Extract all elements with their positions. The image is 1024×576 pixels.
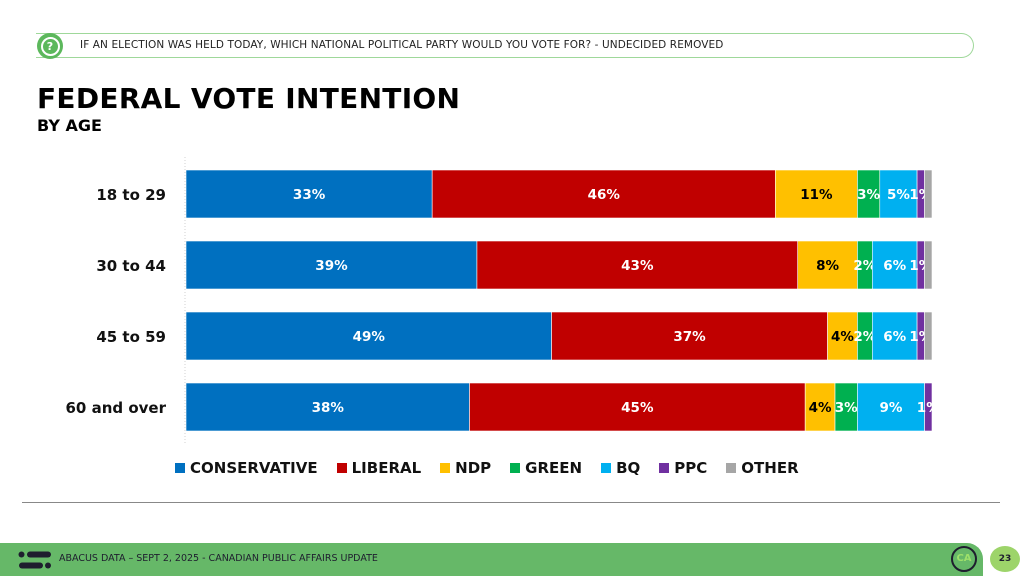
- data-label: 38%: [312, 400, 345, 416]
- bar-segment-liberal: [476, 240, 799, 290]
- bar-segment-ppc: [924, 382, 933, 432]
- category-label: 60 and over: [65, 399, 166, 417]
- legend-swatch: [601, 463, 612, 473]
- legend-swatch: [175, 463, 185, 473]
- bar-segment-other: [924, 311, 933, 361]
- bar-segment-conservative: [185, 311, 552, 361]
- legend-label: PPC: [674, 459, 708, 477]
- data-label: 49%: [353, 329, 386, 345]
- bar-segment-liberal: [469, 382, 806, 432]
- bar-segment-other: [924, 169, 933, 219]
- survey-question: IF AN ELECTION WAS HELD TODAY, WHICH NAT…: [80, 39, 724, 51]
- category-label: 18 to 29: [96, 186, 166, 204]
- bar-segment-ndp: [804, 382, 836, 432]
- bar-row: 45 to 59 49% 37% 4% 2% 6% 1%: [96, 311, 933, 361]
- bar-segment-bq: [879, 169, 918, 219]
- question-banner: [36, 33, 974, 58]
- legend-item-liberal: LIBERAL: [336, 459, 422, 477]
- data-label: 3%: [857, 187, 880, 203]
- legend-item-conservative: CONSERVATIVE: [175, 459, 318, 477]
- footer-source: ABACUS DATA – SEPT 2, 2025 - CANADIAN PU…: [59, 553, 378, 564]
- bar-segment-bq: [857, 382, 925, 432]
- data-label: 37%: [673, 329, 706, 345]
- data-label: 9%: [880, 400, 903, 416]
- bar-segment-liberal: [431, 169, 776, 219]
- legend-swatch: [440, 463, 451, 473]
- legend-swatch: [659, 463, 670, 473]
- data-label: 43%: [621, 258, 654, 274]
- bar-segment-bq: [872, 240, 918, 290]
- question-bubble-icon: ?: [37, 33, 63, 59]
- legend-item-green: GREEN: [510, 459, 582, 477]
- legend-label: NDP: [455, 459, 492, 477]
- legend-label: BQ: [616, 459, 641, 477]
- data-label: 8%: [816, 258, 839, 274]
- bar-segment-ndp: [827, 311, 858, 361]
- legend-label: LIBERAL: [351, 459, 422, 477]
- data-label: 4%: [831, 329, 854, 345]
- data-label: 3%: [835, 400, 858, 416]
- page-subtitle: BY AGE: [37, 116, 102, 135]
- bar-row: 18 to 29 33% 46% 11% 3% 5% 1%: [96, 169, 933, 219]
- abacus-logo-icon: [18, 551, 51, 569]
- bar-segment-conservative: [185, 382, 470, 432]
- category-label: 45 to 59: [96, 328, 166, 346]
- legend-item-ppc: PPC: [659, 459, 707, 477]
- bar-segment-bq: [872, 311, 918, 361]
- bar-row: 60 and over 38% 45% 4% 3% 9% 1%: [65, 382, 940, 432]
- data-label: 6%: [883, 258, 906, 274]
- legend-swatch: [336, 463, 347, 473]
- ca-logo-icon: CA: [951, 546, 977, 572]
- data-label: 33%: [293, 187, 326, 203]
- data-label: 46%: [588, 187, 621, 203]
- data-label: 6%: [883, 329, 906, 345]
- data-label: 11%: [800, 187, 833, 203]
- bar-segment-conservative: [185, 240, 478, 290]
- legend-label: OTHER: [741, 459, 799, 477]
- data-label: 39%: [315, 258, 348, 274]
- legend-item-bq: BQ: [601, 459, 640, 477]
- legend-swatch: [726, 463, 737, 473]
- bar-segment-other: [924, 240, 933, 290]
- footer-divider: [22, 502, 1000, 503]
- stacked-bar-chart: 18 to 29 33% 46% 11% 3% 5% 1% 30 to 44 39% 43% 8% 2…: [65, 157, 940, 444]
- legend-label: GREEN: [525, 459, 583, 477]
- data-label: 2%: [853, 258, 876, 274]
- bar-row: 30 to 44 39% 43% 8% 2% 6% 1%: [96, 240, 933, 290]
- bar-segment-ndp: [797, 240, 858, 290]
- bar-segment-conservative: [185, 169, 433, 219]
- bar-segment-liberal: [551, 311, 828, 361]
- page-title: FEDERAL VOTE INTENTION: [37, 82, 461, 115]
- legend-item-ndp: NDP: [440, 459, 491, 477]
- data-label: 2%: [853, 329, 876, 345]
- footer-bar: [0, 543, 983, 576]
- legend-swatch: [510, 463, 521, 473]
- legend-label: CONSERVATIVE: [190, 459, 318, 477]
- data-label: 5%: [887, 187, 910, 203]
- legend-item-other: OTHER: [726, 459, 799, 477]
- data-label: 4%: [809, 400, 832, 416]
- chart-legend: CONSERVATIVE LIBERAL NDP GREEN BQ PPC OTHER: [175, 459, 818, 477]
- data-label: 45%: [621, 400, 654, 416]
- page-number: 23: [990, 546, 1020, 572]
- category-label: 30 to 44: [96, 257, 166, 275]
- bar-segment-ndp: [775, 169, 858, 219]
- data-label: 1%: [917, 400, 940, 416]
